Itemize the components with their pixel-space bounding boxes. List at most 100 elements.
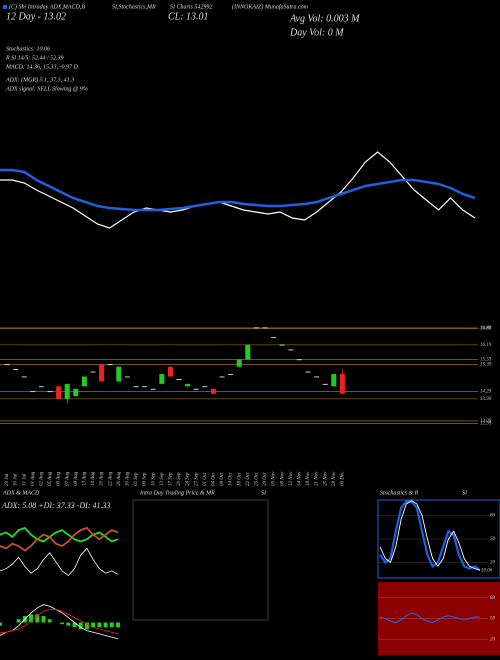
macd-bar	[97, 622, 102, 628]
x-tick-label: 27 Sep	[194, 472, 199, 486]
candle-body	[202, 386, 208, 388]
macd-bar	[60, 622, 65, 625]
x-tick-label: 18 Oct	[237, 472, 242, 486]
y-tick-label: 16.86	[480, 327, 492, 332]
x-tick-label: 05 Aug	[48, 471, 53, 486]
info-text: R SI 14/5: 52.44 / 52.39	[5, 54, 64, 61]
info-text: ADX signal: SELL Slowing @ 9%	[5, 86, 88, 92]
x-tick-label: 18 Nov	[306, 471, 311, 486]
candle-body	[279, 344, 285, 346]
series-line	[0, 609, 119, 635]
macd-bar	[41, 616, 46, 623]
x-tick-label: 25 Nov	[323, 471, 328, 486]
x-tick-label: 14 Oct	[229, 472, 234, 486]
header-text: (INNOKAIZ) MunafaSutra.com	[232, 3, 309, 10]
candle-body	[167, 366, 173, 377]
series-line	[379, 500, 481, 572]
logo-box	[3, 5, 7, 9]
x-tick-label: 30 Jul	[14, 473, 19, 486]
candle-body	[116, 366, 122, 382]
y-tick-label: 16.19	[480, 343, 492, 348]
series-line	[0, 547, 119, 577]
panel-title: Intra Day Trading Price & MR	[139, 490, 215, 496]
x-tick-label: 02 Sep	[134, 472, 139, 486]
x-tick-label: 20 Sep	[177, 472, 182, 486]
x-tick-label: 24 Sep	[186, 472, 191, 486]
candle-body	[73, 388, 79, 397]
x-tick-label: 13 Aug	[83, 471, 88, 486]
x-tick-label: 01 Aug	[31, 471, 36, 486]
x-tick-label: 05 Nov	[272, 471, 277, 486]
panel-title: ADX & MACD	[2, 490, 40, 496]
y-tick-label: 50	[490, 617, 496, 622]
panel-title: Stochastics & R	[380, 490, 419, 496]
y-tick-label: 15.59	[480, 358, 492, 363]
x-tick-label: 01 Oct	[203, 472, 208, 486]
intraday-box	[132, 499, 269, 621]
y-tick-label: 20	[490, 637, 496, 642]
x-tick-label: 07 Aug	[65, 471, 70, 486]
candle-body	[99, 364, 105, 382]
x-tick-label: 20 Aug	[100, 471, 105, 486]
candle-body	[331, 374, 337, 387]
candle-body	[124, 376, 130, 378]
y-tick-label: 14.29	[480, 390, 492, 395]
candle-body	[107, 364, 113, 366]
header-text: SI Charts 542992	[170, 3, 212, 10]
candle-body	[30, 391, 36, 393]
macd-bar	[84, 622, 89, 629]
candle-body	[133, 386, 139, 388]
series-line	[0, 604, 119, 640]
x-tick-label: 12 Nov	[289, 471, 294, 486]
series-line	[0, 526, 119, 543]
header-text: 12 Day - 13.02	[6, 11, 66, 22]
info-text: ADX: (MGR) 5.1, 37.3, 41.3	[5, 76, 74, 83]
info-text: Stochastics: 10.06	[6, 46, 50, 52]
y-tick-label: 50	[490, 537, 496, 542]
series-line	[0, 168, 476, 212]
x-tick-label: 10 Sep	[151, 472, 156, 486]
candle-body	[193, 388, 199, 390]
x-tick-label: 30 Aug	[126, 471, 131, 486]
macd-bar	[72, 622, 77, 628]
macd-bar	[78, 622, 83, 629]
y-tick-label: 16.88	[480, 326, 492, 331]
macd-bar	[103, 622, 108, 628]
x-tick-label: 06 Aug	[57, 471, 62, 486]
y-tick-label: 12.99	[480, 422, 492, 427]
candle-body	[13, 369, 19, 370]
header-text: CL: 13.01	[168, 11, 209, 22]
candle-body	[253, 327, 259, 329]
x-tick-label: 22 Aug	[108, 471, 113, 486]
x-tick-label: 08 Nov	[280, 471, 285, 486]
adx-label: ADX: 5.08 +DI: 37.33 -DI: 41.33	[1, 501, 111, 510]
macd-bar	[47, 619, 52, 623]
candle-body	[314, 376, 320, 378]
candle-body	[47, 391, 53, 393]
y-tick-label: 15.39	[480, 363, 492, 368]
macd-bar	[16, 619, 21, 623]
x-tick-label: 22 Oct	[246, 472, 251, 486]
candle-body	[21, 376, 27, 378]
panel-title: SI	[261, 490, 267, 496]
avg-vol: Avg Vol: 0.003 M	[289, 13, 360, 24]
x-tick-label: 06 Sep	[143, 472, 148, 486]
y-tick-label: 13.99	[480, 397, 492, 402]
macd-bar	[91, 622, 96, 628]
series-line	[0, 526, 119, 552]
candle-body	[81, 376, 87, 387]
candle-body	[339, 374, 345, 394]
x-tick-label: 04 Oct	[212, 472, 217, 486]
y-tick-label: 80	[490, 514, 496, 519]
candle-body	[4, 364, 10, 366]
value-label: 10.06	[481, 568, 493, 573]
macd-bar	[109, 622, 114, 628]
header-text: (C) Sbi Intraday ADX,MACD,B	[9, 3, 85, 10]
x-tick-label: 02 Aug	[40, 471, 45, 486]
x-tick-label: 17 Sep	[169, 472, 174, 486]
x-tick-label: 25 Oct	[255, 472, 260, 486]
candle-body	[228, 374, 234, 375]
candle-body	[176, 379, 182, 380]
x-tick-label: 13 Sep	[160, 472, 165, 486]
candle-body	[271, 337, 277, 339]
